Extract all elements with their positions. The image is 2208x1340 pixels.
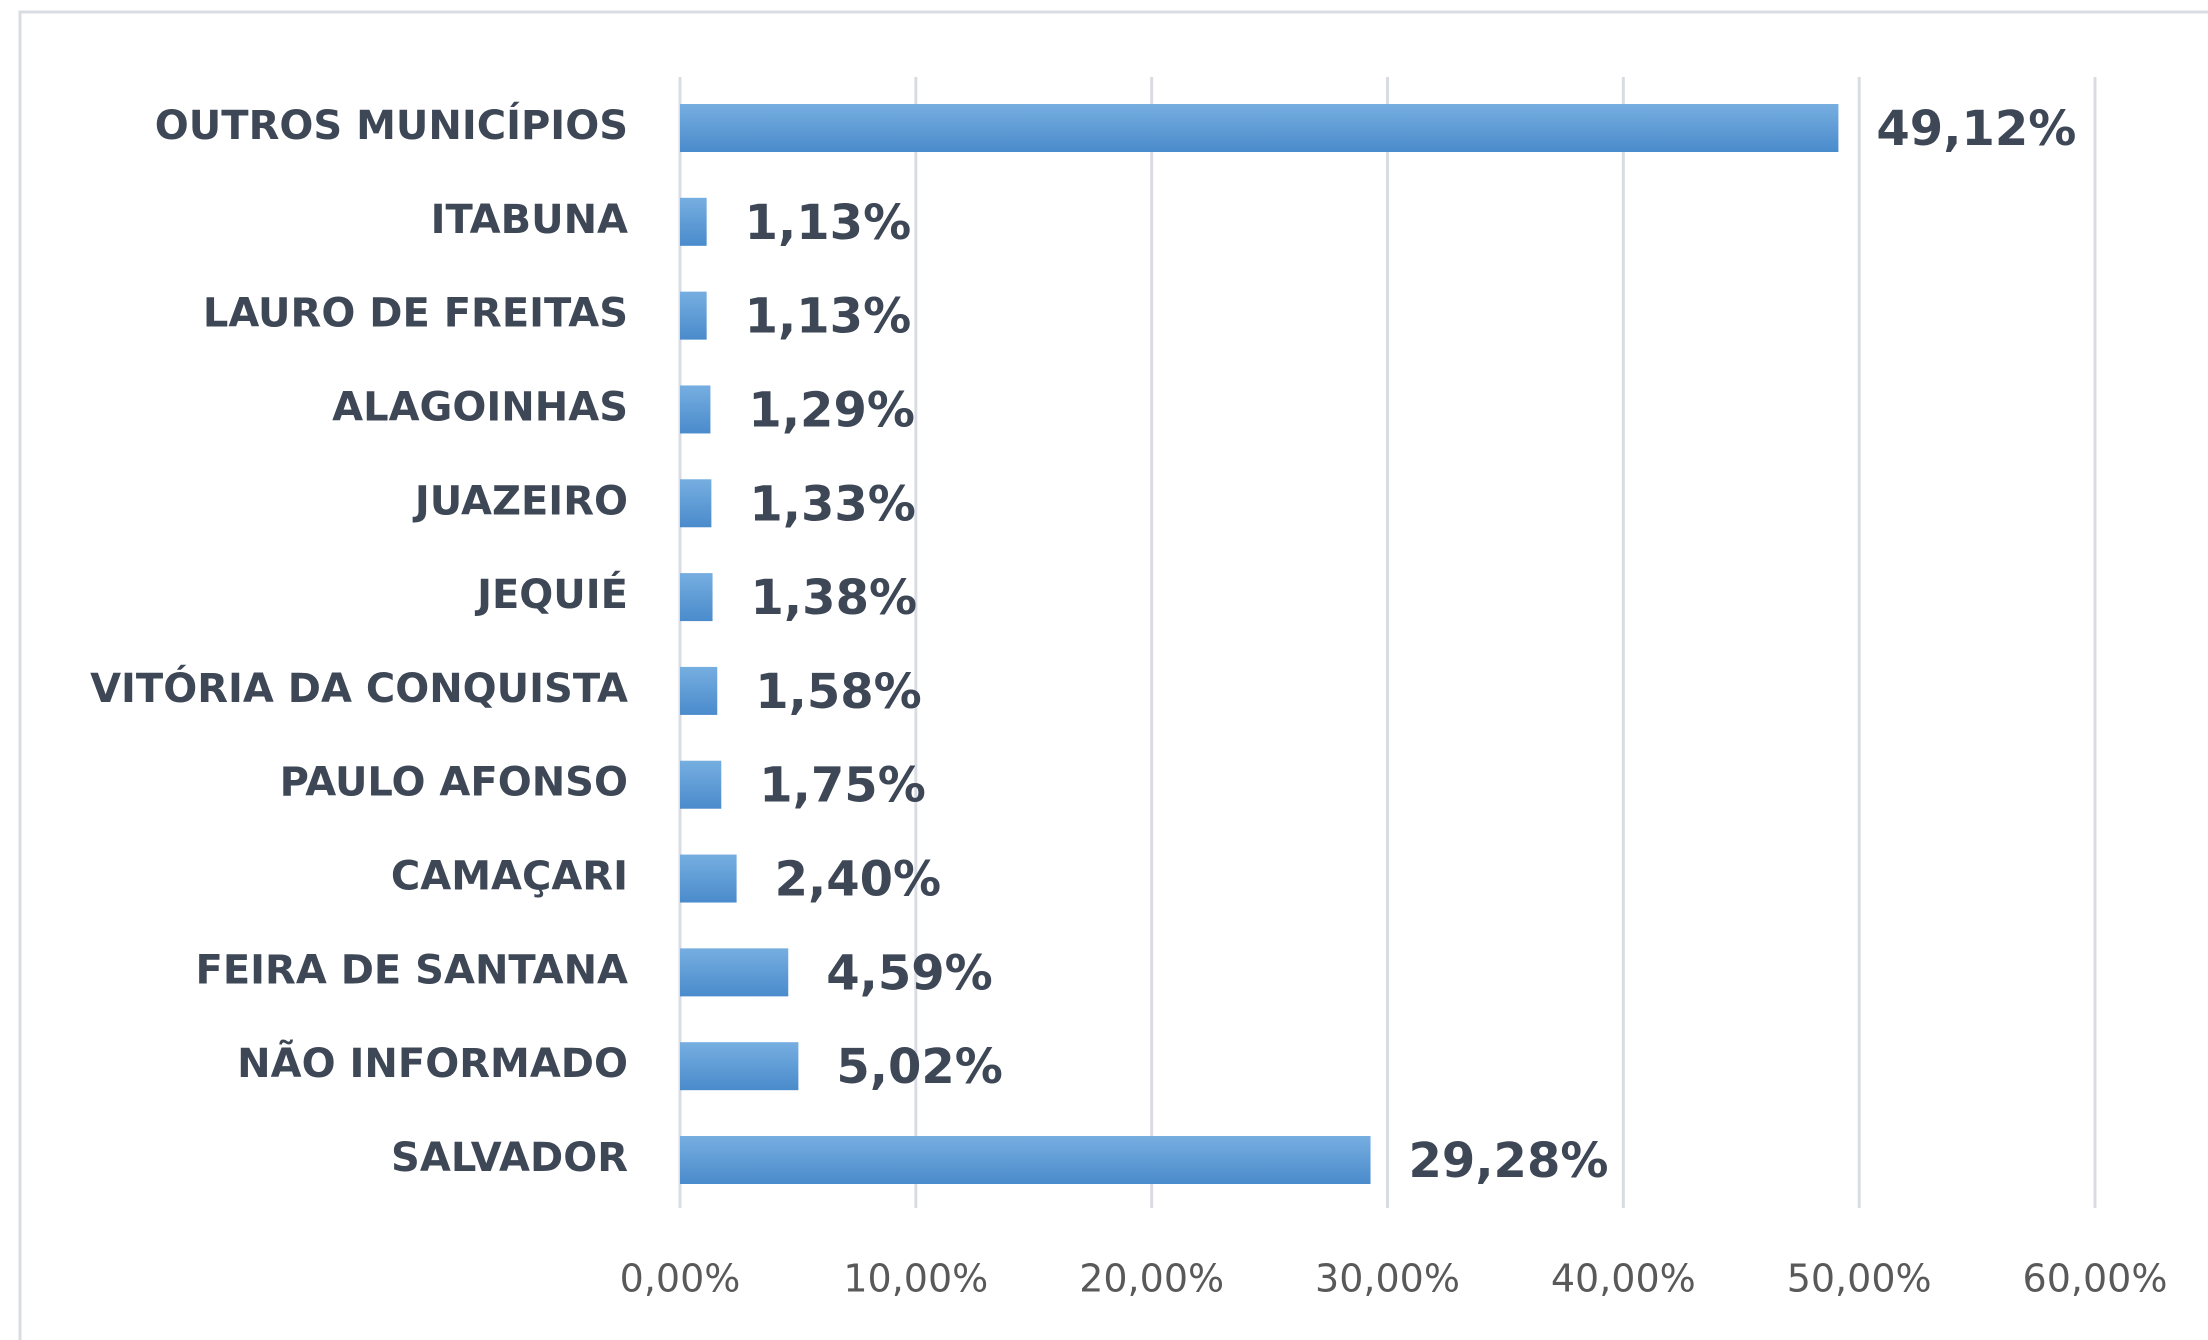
- y-tick-label: JUAZEIRO: [412, 478, 628, 524]
- bar: [680, 573, 713, 622]
- bar: [680, 479, 712, 528]
- bar: [680, 948, 789, 997]
- value-label: 1,13%: [745, 289, 912, 345]
- y-tick-label: ALAGOINHAS: [332, 384, 628, 430]
- value-label: 29,28%: [1409, 1133, 1609, 1189]
- y-tick-label: NÃO INFORMADO: [237, 1038, 628, 1087]
- x-tick-label: 0,00%: [620, 1257, 741, 1301]
- y-tick-label: JEQUIÉ: [474, 570, 628, 618]
- bar: [680, 1042, 799, 1091]
- x-tick-label: 30,00%: [1315, 1257, 1460, 1301]
- y-tick-label: LAURO DE FREITAS: [203, 291, 628, 337]
- bar: [680, 1136, 1371, 1184]
- y-tick-label: FEIRA DE SANTANA: [196, 947, 629, 993]
- y-tick-label: OUTROS MUNICÍPIOS: [155, 101, 628, 149]
- value-label: 1,29%: [748, 382, 915, 438]
- bar: [680, 760, 722, 809]
- x-tick-label: 10,00%: [843, 1257, 988, 1301]
- bar: [680, 291, 707, 340]
- value-label: 2,40%: [775, 852, 942, 908]
- x-tick-label: 40,00%: [1551, 1257, 1696, 1301]
- x-tick-label: 50,00%: [1787, 1257, 1932, 1301]
- value-label: 4,59%: [826, 945, 993, 1001]
- y-tick-label: CAMAÇARI: [391, 854, 628, 900]
- value-label: 1,38%: [751, 570, 918, 626]
- value-label: 1,13%: [745, 195, 912, 251]
- x-tick-label: 60,00%: [2023, 1257, 2168, 1301]
- value-label: 1,33%: [749, 476, 916, 532]
- bar: [680, 666, 718, 715]
- value-label: 5,02%: [836, 1039, 1003, 1095]
- chart-frame: [18, 10, 2208, 1340]
- value-label: 1,58%: [755, 664, 922, 720]
- y-tick-label: PAULO AFONSO: [280, 760, 628, 806]
- y-tick-label: ITABUNA: [431, 197, 628, 243]
- bar: [680, 104, 1839, 152]
- y-tick-label: VITÓRIA DA CONQUISTA: [90, 664, 628, 712]
- bar: [680, 197, 707, 246]
- value-label: 1,75%: [759, 758, 926, 814]
- bar: [680, 854, 737, 903]
- bar: [680, 385, 711, 434]
- x-tick-label: 20,00%: [1079, 1257, 1224, 1301]
- value-label: 49,12%: [1876, 101, 2076, 157]
- y-tick-label: SALVADOR: [391, 1135, 628, 1181]
